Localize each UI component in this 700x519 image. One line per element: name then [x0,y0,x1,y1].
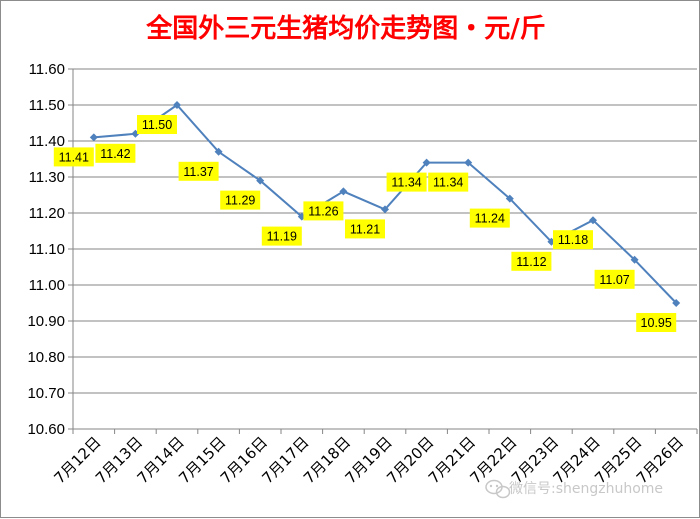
data-point [89,133,98,142]
data-label-box [469,208,510,228]
y-tick-label: 10.70 [27,385,65,402]
y-tick-label: 11.60 [29,61,65,78]
data-label: 11.18 [558,233,588,247]
watermark-text: 微信号:shengzhuhome [509,481,663,497]
data-label-box [137,115,177,134]
x-axis-tick-labels: 7月12日7月13日7月14日7月15日7月16日7月17日7月18日7月19日… [50,433,687,487]
data-label-box [428,172,469,192]
data-label-box [594,269,635,289]
data-label-box [261,226,302,246]
data-label: 11.19 [267,230,297,244]
data-point [630,255,639,264]
data-label-box [178,161,219,181]
data-label: 11.07 [599,273,629,287]
series-line-path [93,103,677,304]
data-point [214,147,223,156]
y-tick-label: 11.10 [29,241,65,258]
watermark: 微信号:shengzhuhome [485,479,663,499]
data-label-box [636,313,677,332]
data-point [505,194,514,203]
data-point [381,205,389,214]
data-label-box [95,143,136,163]
data-point [464,158,473,167]
data-label-box [345,219,385,239]
data-label: 11.42 [100,147,130,161]
data-label: 10.95 [641,316,672,330]
data-label: 11.29 [225,194,255,208]
data-point [672,299,681,307]
data-label: 11.37 [183,165,213,179]
data-label-box [303,201,344,221]
data-label: 11.12 [516,255,546,269]
data-label: 11.41 [59,150,89,164]
y-axis-tick-labels: 10.60 10.70 10.80 10.90 11.00 11.10 11.20 11.30… [27,61,65,438]
y-tick-label: 11.00 [29,277,65,294]
data-label-box [553,230,593,250]
y-tick-label: 11.20 [29,205,65,222]
data-point [256,176,265,185]
data-label: 11.26 [308,204,338,218]
data-point [173,101,181,109]
data-label: 11.21 [350,222,380,236]
y-tick-label: 10.80 [27,349,65,366]
series-markers [89,101,681,307]
y-tick-label: 11.30 [29,169,65,186]
series-line [93,103,677,304]
chart-title: 全国外三元生猪均价走势图・元/斤 [145,13,546,44]
data-label-box [511,251,552,271]
data-label-box [220,190,261,210]
data-point [339,187,348,196]
y-tick-label: 10.90 [27,313,65,330]
y-tick-label: 11.50 [29,97,65,114]
axes [72,69,698,434]
data-point [589,216,597,225]
data-label: 11.50 [142,118,172,132]
data-label: 11.34 [433,176,463,190]
x-tick-label: 7月26日 [633,433,687,487]
data-point [422,158,431,167]
data-label-box [53,147,94,167]
data-labels: 11.41 11.42 11.50 11.37 11.29 11.19 11.26 11.21… [53,115,677,332]
y-tick-label: 11.40 [29,133,65,150]
data-label: 11.24 [475,212,505,226]
data-label-box [386,172,427,192]
data-label: 11.34 [391,176,421,190]
y-tick-label: 10.60 [27,421,65,438]
wechat-icon [485,479,511,499]
